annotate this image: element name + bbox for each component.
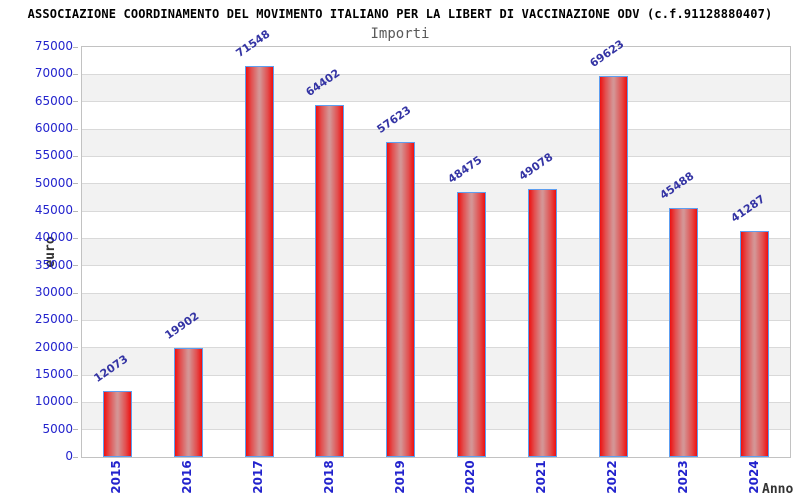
bar — [598, 76, 628, 457]
gridline — [82, 401, 790, 403]
x-tick-label: 2023 — [675, 460, 690, 494]
x-tick-label: 2017 — [251, 460, 265, 494]
bar — [102, 391, 132, 457]
x-tick-label: 2022 — [605, 460, 619, 494]
x-axis-title: Anno — [762, 482, 794, 497]
bar — [386, 142, 416, 457]
y-tick-label: 20000 — [34, 339, 73, 354]
x-tick-label: 2015 — [109, 460, 124, 494]
chart-subtitle: Importi — [370, 26, 430, 42]
gridline — [82, 292, 790, 294]
gridline — [82, 374, 790, 376]
y-tick-label: 55000 — [34, 148, 73, 163]
bar — [315, 104, 345, 457]
grid-band — [82, 183, 790, 211]
y-tick-mark — [73, 101, 78, 103]
grid-band — [82, 101, 790, 129]
y-tick-mark — [73, 401, 78, 403]
grid-band — [82, 156, 790, 184]
y-tick-label: 5000 — [42, 421, 73, 436]
x-tick-label: 2021 — [534, 460, 549, 494]
bar — [740, 231, 770, 457]
gridline — [82, 128, 790, 130]
gridline — [82, 347, 790, 349]
x-tick-label: 2016 — [180, 460, 195, 494]
y-tick-mark — [73, 265, 78, 267]
y-tick-mark — [73, 456, 78, 458]
plot-area — [73, 46, 791, 458]
y-tick-mark — [73, 46, 78, 48]
gridline — [82, 155, 790, 157]
x-tick-label: 2024 — [746, 460, 761, 494]
grid-band — [82, 129, 790, 157]
y-tick-label: 10000 — [34, 394, 73, 409]
y-tick-mark — [73, 183, 78, 185]
y-tick-mark — [73, 319, 78, 321]
bar — [456, 192, 486, 457]
chart-title: ASSOCIAZIONE COORDINAMENTO DEL MOVIMENTO… — [27, 7, 773, 21]
y-tick-mark — [73, 374, 78, 376]
y-tick-mark — [73, 73, 78, 75]
gridline — [82, 210, 790, 212]
y-tick-label: 65000 — [34, 93, 73, 108]
y-tick-label: 35000 — [34, 257, 73, 272]
gridline — [82, 237, 790, 239]
y-tick-mark — [73, 292, 78, 294]
gridline — [82, 101, 790, 103]
bar — [527, 188, 557, 457]
gridline — [82, 265, 790, 267]
y-tick-mark — [73, 128, 78, 130]
bar — [669, 208, 699, 457]
y-tick-label: 40000 — [34, 230, 73, 245]
bar — [244, 65, 274, 457]
gridline — [82, 319, 790, 321]
y-tick-label: 70000 — [34, 66, 73, 81]
y-tick-mark — [73, 155, 78, 157]
y-tick-label: 50000 — [34, 175, 73, 190]
y-tick-label: 25000 — [34, 312, 73, 327]
gridline — [82, 73, 790, 75]
gridline — [82, 183, 790, 185]
y-tick-mark — [73, 237, 78, 239]
y-tick-mark — [73, 429, 78, 431]
gridline — [82, 429, 790, 431]
x-tick-label: 2020 — [463, 460, 478, 494]
bar — [173, 348, 203, 457]
y-tick-label: 75000 — [34, 39, 73, 53]
y-tick-mark — [73, 347, 78, 349]
y-tick-label: 15000 — [34, 367, 73, 381]
y-tick-label: 60000 — [34, 121, 73, 135]
y-tick-label: 30000 — [34, 285, 73, 299]
grid-band — [82, 74, 790, 102]
grid-band — [82, 47, 790, 75]
y-tick-mark — [73, 210, 78, 212]
y-tick-label: 0 — [65, 449, 73, 463]
x-tick-label: 2018 — [321, 460, 336, 494]
x-tick-label: 2019 — [392, 460, 407, 494]
y-tick-label: 45000 — [34, 203, 73, 217]
